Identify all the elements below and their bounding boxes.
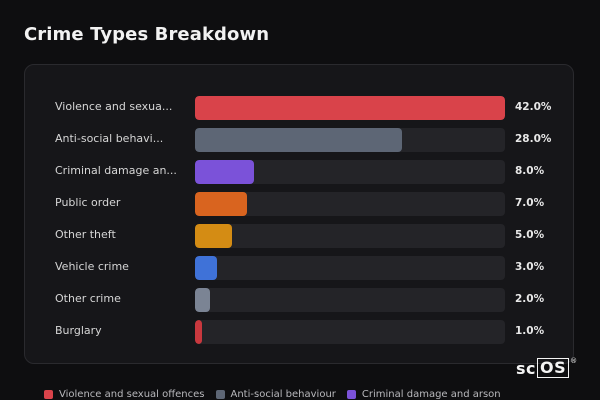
legend-swatch: [44, 389, 53, 399]
bar-track: [195, 192, 505, 216]
bar-track: [195, 128, 505, 152]
legend-item: Anti-social behaviour: [215, 388, 336, 400]
legend-item: Criminal damage and arson: [346, 388, 501, 400]
bar-row: Violence and sexua... 42.0%: [25, 96, 575, 120]
bar-fill: [195, 256, 217, 280]
legend-item: Violence and sexual offences: [44, 389, 205, 400]
bar-value-label: 28.0%: [515, 133, 552, 145]
chart-card: Violence and sexua... 42.0% Anti-social be…: [24, 64, 574, 364]
bar-label: Anti-social behavi...: [55, 132, 164, 145]
bar-label: Vehicle crime: [55, 260, 129, 273]
bar-value-label: 3.0%: [515, 261, 545, 273]
bar-label: Other crime: [55, 292, 121, 305]
bar-fill: [195, 128, 402, 152]
bar-label: Criminal damage an...: [55, 164, 177, 177]
bar-label: Other theft: [55, 228, 116, 241]
bar-row: Other crime 2.0%: [25, 288, 575, 312]
bar-track: [195, 96, 505, 120]
bar-value-label: 8.0%: [515, 165, 545, 177]
legend-label: Anti-social behaviour: [230, 388, 336, 400]
logo-boxed-text: OS: [537, 358, 570, 378]
bar-track: [195, 160, 505, 184]
bar-track: [195, 224, 505, 248]
bar-value-label: 5.0%: [515, 229, 545, 241]
chart-legend: Violence and sexual offences Anti-social …: [44, 387, 501, 400]
registered-mark: ®: [570, 357, 578, 365]
legend-label: Violence and sexual offences: [59, 388, 205, 400]
bar-row: Public order 7.0%: [25, 192, 575, 216]
bar-value-label: 2.0%: [515, 293, 545, 305]
bar-track: [195, 256, 505, 280]
bar-row: Criminal damage an... 8.0%: [25, 160, 575, 184]
bar-value-label: 1.0%: [515, 325, 545, 337]
legend-swatch: [346, 389, 356, 399]
bar-row: Other theft 5.0%: [25, 224, 575, 248]
bar-fill: [195, 224, 232, 248]
bar-row: Vehicle crime 3.0%: [25, 256, 575, 280]
legend-swatch: [215, 389, 225, 399]
bar-row: Burglary 1.0%: [25, 320, 575, 344]
bar-label: Public order: [55, 196, 121, 209]
bar-fill: [195, 192, 247, 216]
bar-label: Violence and sexua...: [55, 100, 173, 113]
bar-fill: [195, 288, 210, 312]
bar-value-label: 42.0%: [515, 101, 552, 113]
logo: sc OS ®: [516, 357, 578, 379]
logo-text: sc: [516, 358, 537, 378]
bar-row: Anti-social behavi... 28.0%: [25, 128, 575, 152]
page-title: Crime Types Breakdown: [24, 24, 270, 45]
bar-label: Burglary: [55, 324, 102, 337]
bar-value-label: 7.0%: [515, 197, 545, 209]
bar-fill: [195, 160, 254, 184]
bar-track: [195, 288, 505, 312]
bar-fill: [195, 320, 202, 344]
bar-fill: [195, 96, 505, 120]
bar-track: [195, 320, 505, 344]
legend-label: Criminal damage and arson: [361, 388, 501, 400]
